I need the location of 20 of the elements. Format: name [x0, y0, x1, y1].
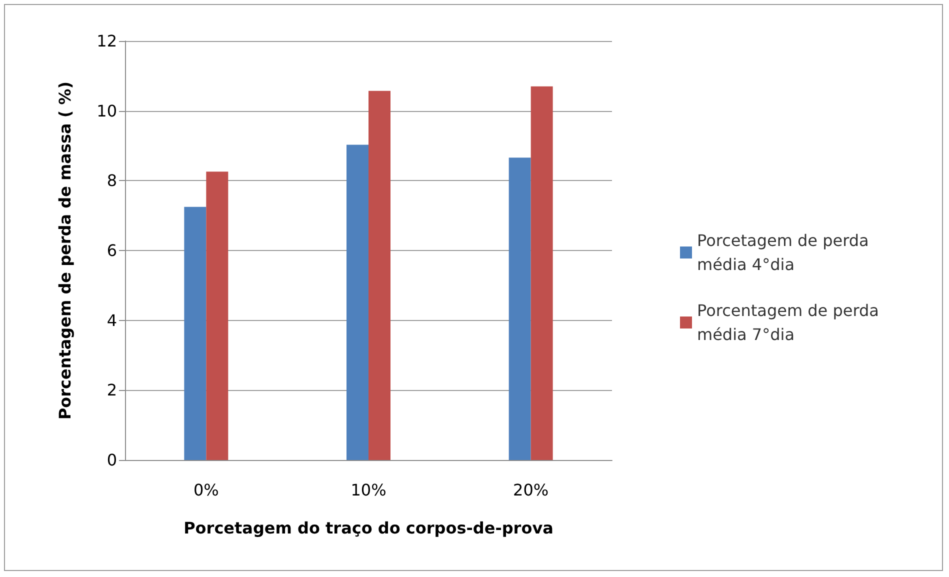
bar	[508, 158, 531, 460]
bar	[206, 172, 228, 460]
legend-label: Porcentagem de perda média 7°dia	[697, 301, 884, 344]
y-tick-label: 2	[106, 380, 117, 400]
x-tick-label: 20%	[513, 480, 549, 500]
y-tick-label: 6	[106, 241, 117, 260]
x-tick-label: 0%	[193, 480, 219, 500]
y-tick-label: 8	[106, 171, 117, 190]
legend-label: Porcetagem de perda média 4°dia	[697, 231, 874, 274]
y-axis-title: Porcentagem de perda de massa ( %)	[56, 81, 74, 420]
x-axis-title: Porcetagem do traço do corpos-de-prova	[184, 518, 554, 538]
x-tick-label: 10%	[350, 480, 386, 500]
y-tick-label: 0	[106, 450, 117, 470]
bar	[530, 86, 553, 460]
y-tick-label: 4	[106, 310, 117, 330]
bar	[346, 144, 368, 460]
y-tick-label: 12	[96, 32, 117, 50]
y-tick-label: 10	[96, 101, 117, 120]
bar	[368, 90, 390, 460]
bar	[184, 206, 206, 460]
